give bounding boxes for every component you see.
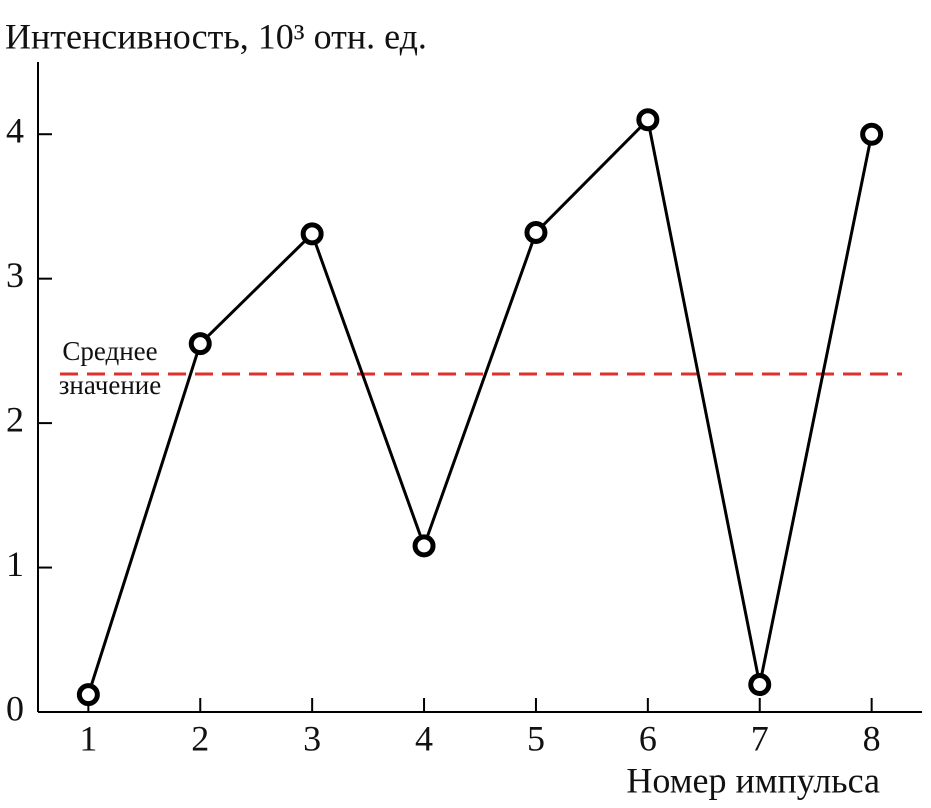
- data-point: [188, 332, 212, 356]
- data-line: [86, 116, 874, 696]
- data-point: [860, 122, 884, 146]
- x-axis-label: Номер импульса: [626, 760, 880, 800]
- x-tick-label: 3: [303, 718, 321, 758]
- data-point: [76, 683, 100, 707]
- y-tick-label: 1: [6, 544, 24, 584]
- mean-label: Среднее: [62, 336, 157, 366]
- y-tick-label: 2: [6, 399, 24, 439]
- x-tick-label: 7: [751, 718, 769, 758]
- x-tick-label: 5: [527, 718, 545, 758]
- y-tick-label: 3: [6, 255, 24, 295]
- data-point: [636, 108, 660, 132]
- x-tick-label: 8: [863, 718, 881, 758]
- data-point: [524, 220, 548, 244]
- x-tick-label: 4: [415, 718, 433, 758]
- data-point: [748, 673, 772, 697]
- data-point: [412, 534, 436, 558]
- mean-label: значение: [59, 370, 161, 400]
- y-axis-label: Интенсивность, 10³ отн. ед.: [5, 16, 427, 56]
- x-tick-label: 2: [191, 718, 209, 758]
- y-tick-label: 0: [6, 688, 24, 728]
- data-point: [300, 222, 324, 246]
- y-tick-label: 4: [6, 110, 24, 150]
- x-tick-label: 6: [639, 718, 657, 758]
- x-tick-label: 1: [79, 718, 97, 758]
